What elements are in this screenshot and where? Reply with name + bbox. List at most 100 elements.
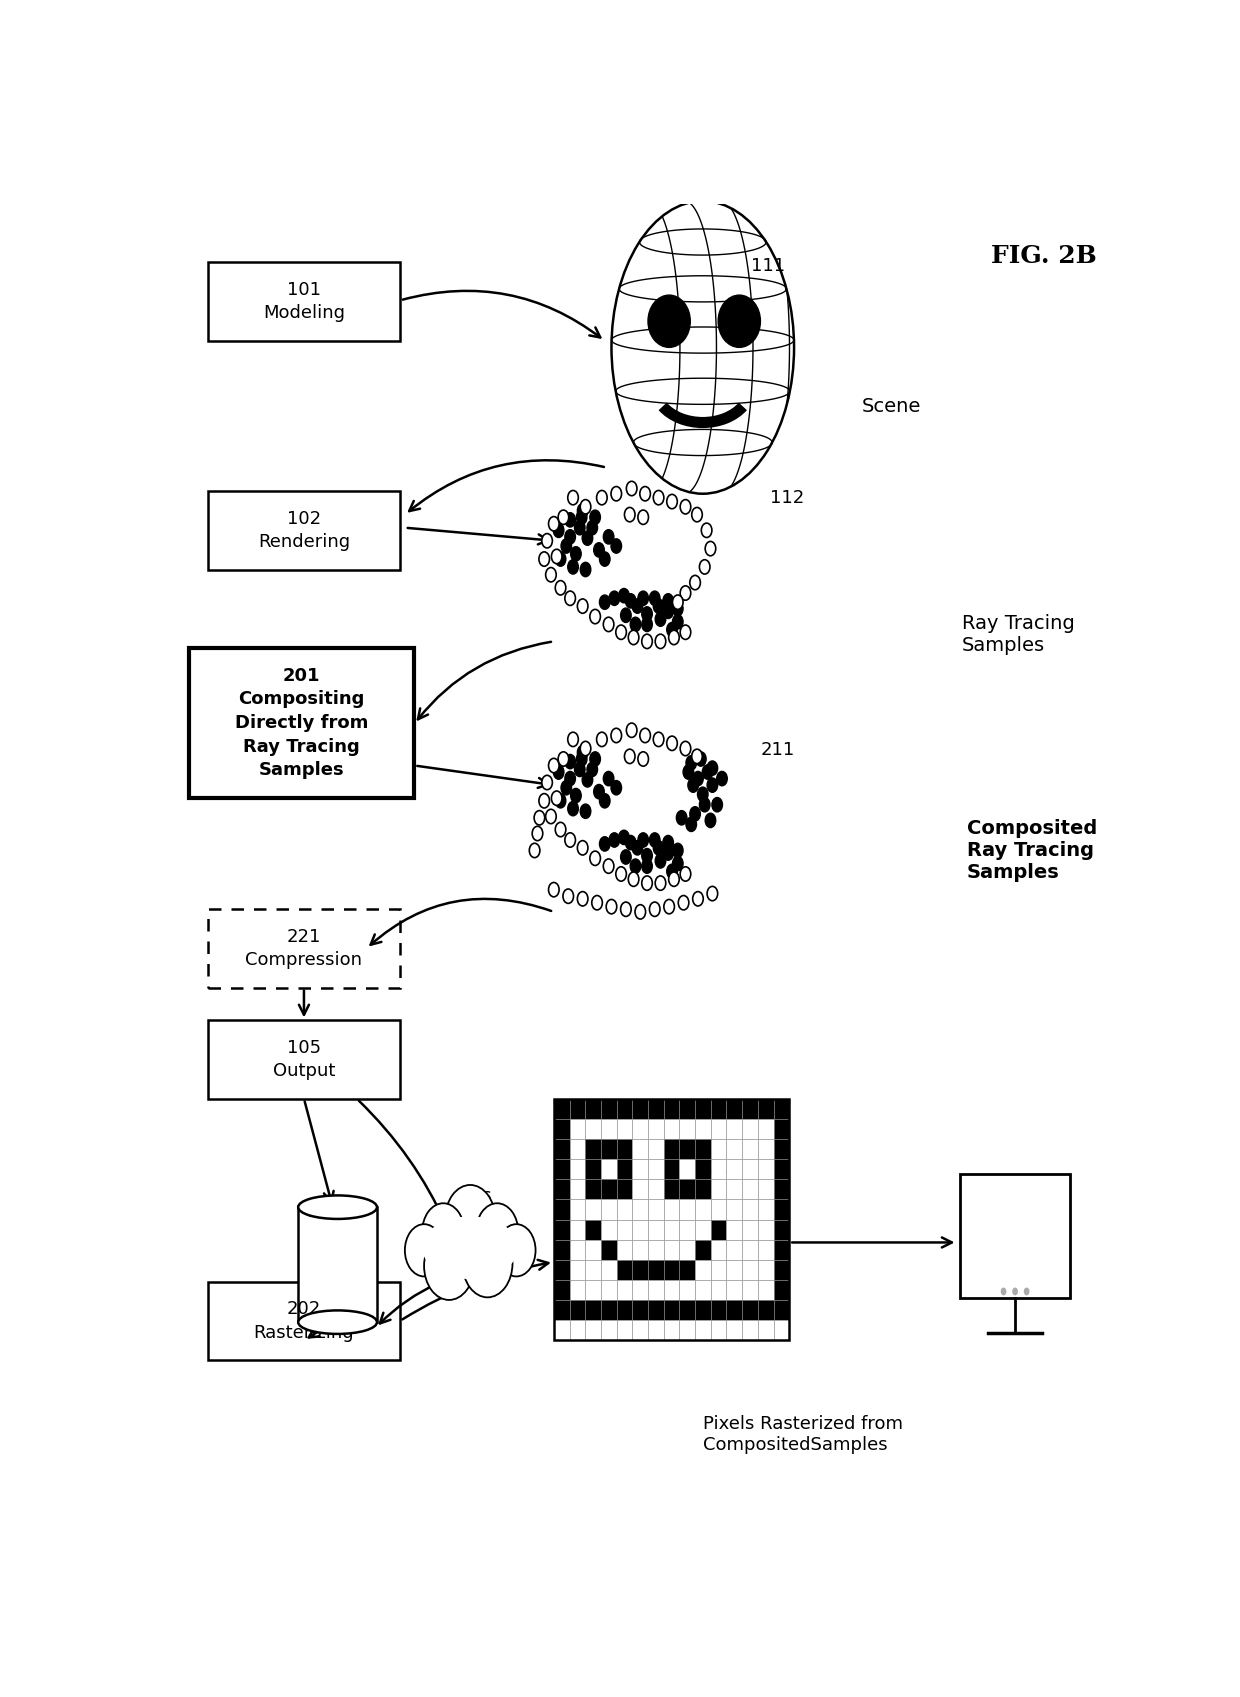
Circle shape	[676, 811, 687, 825]
Circle shape	[560, 781, 572, 794]
Circle shape	[577, 752, 587, 765]
Circle shape	[655, 613, 666, 626]
Bar	[601, 1200, 616, 1220]
Circle shape	[655, 635, 666, 648]
Bar	[616, 1200, 632, 1220]
Bar	[727, 1098, 743, 1118]
Circle shape	[574, 762, 585, 777]
Bar	[680, 1220, 696, 1241]
Bar	[727, 1220, 743, 1241]
Circle shape	[548, 516, 559, 531]
Circle shape	[619, 589, 629, 602]
Circle shape	[476, 1203, 518, 1261]
Bar	[649, 1320, 663, 1341]
Circle shape	[594, 784, 604, 799]
Circle shape	[650, 591, 660, 606]
Circle shape	[609, 833, 620, 847]
Circle shape	[565, 755, 575, 769]
Circle shape	[625, 594, 636, 608]
Circle shape	[556, 823, 565, 837]
Circle shape	[619, 830, 629, 845]
Circle shape	[653, 490, 663, 504]
Bar	[585, 1241, 601, 1259]
Circle shape	[546, 567, 557, 582]
Circle shape	[681, 585, 691, 601]
Text: 111: 111	[751, 258, 785, 275]
Circle shape	[445, 1185, 495, 1252]
Bar	[696, 1098, 711, 1118]
Circle shape	[424, 1232, 474, 1300]
Text: 101
Modeling: 101 Modeling	[263, 280, 345, 322]
Bar	[601, 1320, 616, 1341]
Bar	[632, 1200, 649, 1220]
Bar	[632, 1179, 649, 1200]
Circle shape	[692, 507, 702, 521]
Circle shape	[635, 905, 646, 920]
Circle shape	[642, 848, 652, 862]
Bar	[616, 1179, 632, 1200]
Circle shape	[565, 772, 575, 786]
Bar	[649, 1300, 663, 1320]
Bar	[649, 1139, 663, 1159]
Circle shape	[642, 876, 652, 891]
Circle shape	[625, 835, 636, 850]
Circle shape	[591, 896, 603, 910]
Text: Ray Tracing
Samples: Ray Tracing Samples	[962, 614, 1075, 655]
Circle shape	[578, 599, 588, 613]
Bar	[554, 1179, 569, 1200]
Bar	[663, 1259, 680, 1280]
Circle shape	[632, 599, 642, 613]
Circle shape	[582, 772, 593, 787]
Bar	[632, 1259, 649, 1280]
Circle shape	[590, 511, 600, 524]
Circle shape	[620, 903, 631, 916]
Circle shape	[580, 499, 590, 514]
FancyBboxPatch shape	[208, 1281, 401, 1359]
Bar	[758, 1139, 774, 1159]
Circle shape	[578, 745, 588, 760]
Bar	[774, 1320, 789, 1341]
Bar	[649, 1200, 663, 1220]
Bar	[727, 1139, 743, 1159]
Bar	[758, 1241, 774, 1259]
Circle shape	[663, 835, 673, 850]
Bar	[649, 1098, 663, 1118]
Bar	[569, 1241, 585, 1259]
Ellipse shape	[298, 1310, 377, 1334]
Bar	[727, 1259, 743, 1280]
Text: Pixels Rasterized from
CompositedSamples: Pixels Rasterized from CompositedSamples	[703, 1415, 903, 1454]
Circle shape	[630, 618, 641, 631]
Bar	[554, 1098, 569, 1118]
Circle shape	[663, 899, 675, 913]
Bar	[727, 1300, 743, 1320]
Bar	[585, 1220, 601, 1241]
Circle shape	[686, 818, 697, 832]
Circle shape	[563, 889, 574, 903]
Circle shape	[653, 599, 663, 613]
Bar	[696, 1139, 711, 1159]
Bar	[680, 1280, 696, 1300]
Bar	[758, 1320, 774, 1341]
Circle shape	[553, 765, 564, 779]
Circle shape	[548, 882, 559, 896]
Bar	[601, 1259, 616, 1280]
Circle shape	[681, 742, 691, 755]
Bar	[711, 1320, 727, 1341]
Circle shape	[668, 872, 680, 886]
Circle shape	[672, 614, 683, 630]
Circle shape	[653, 731, 663, 747]
Circle shape	[552, 791, 562, 806]
Circle shape	[574, 521, 585, 535]
Bar	[632, 1139, 649, 1159]
Circle shape	[548, 759, 559, 772]
Bar	[569, 1280, 585, 1300]
Circle shape	[577, 511, 587, 524]
Bar	[711, 1241, 727, 1259]
Circle shape	[570, 789, 582, 803]
Bar	[663, 1159, 680, 1179]
Bar	[601, 1139, 616, 1159]
Bar	[727, 1159, 743, 1179]
Bar	[774, 1241, 789, 1259]
Bar	[696, 1259, 711, 1280]
Bar	[298, 1207, 377, 1322]
